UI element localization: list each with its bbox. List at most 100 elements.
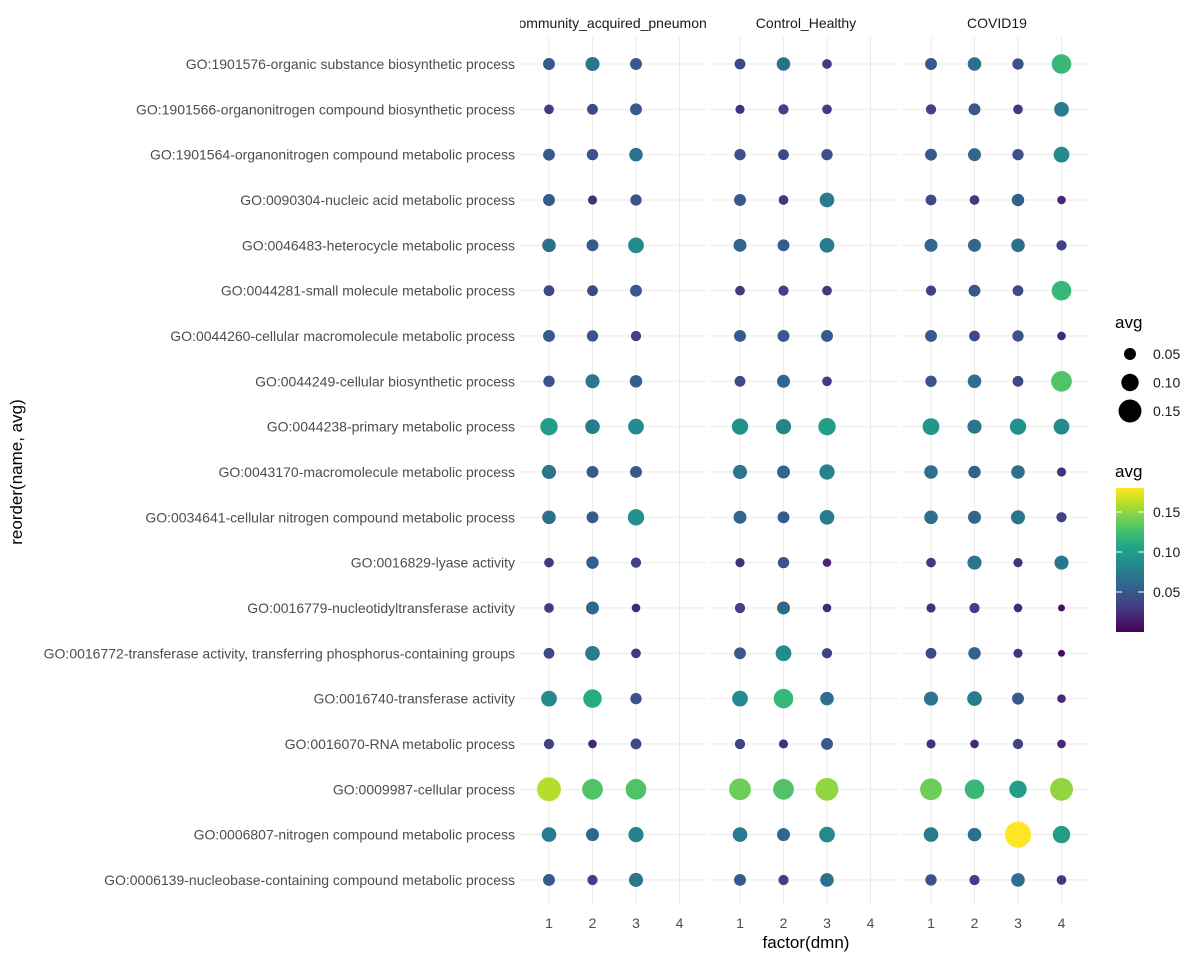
data-point xyxy=(733,510,747,524)
data-point xyxy=(582,778,603,800)
panel-gridlines xyxy=(520,37,1089,905)
x-tick-label: 1 xyxy=(545,915,553,931)
data-point xyxy=(819,192,835,208)
data-point xyxy=(1054,555,1069,570)
data-point xyxy=(734,194,746,206)
data-point xyxy=(967,827,982,842)
data-point xyxy=(968,148,981,162)
data-point xyxy=(1058,604,1065,612)
data-point xyxy=(587,285,598,297)
size-legend-label: 0.15 xyxy=(1153,403,1180,419)
data-point xyxy=(775,645,792,662)
data-point xyxy=(1053,146,1070,163)
data-point xyxy=(777,556,790,569)
data-point xyxy=(631,648,641,659)
data-point xyxy=(925,647,937,659)
data-point xyxy=(820,691,834,706)
data-point xyxy=(586,511,599,524)
data-points xyxy=(537,54,1073,887)
data-point xyxy=(1011,873,1025,887)
y-tick-label: GO:0016070-RNA metabolic process xyxy=(285,736,515,752)
data-point xyxy=(822,285,832,296)
data-point xyxy=(1013,603,1023,613)
data-point xyxy=(1054,102,1069,117)
data-point xyxy=(1012,330,1024,342)
data-point xyxy=(734,375,746,387)
x-tick-label: 1 xyxy=(736,915,744,931)
data-point xyxy=(1057,331,1066,341)
data-point xyxy=(585,56,600,72)
data-point xyxy=(585,419,600,434)
y-tick-label: GO:0046483-heterocycle metabolic process xyxy=(242,237,515,253)
size-legend-label: 0.05 xyxy=(1153,346,1180,362)
data-point xyxy=(778,195,789,205)
color-legend-label: 0.05 xyxy=(1153,584,1180,600)
data-point xyxy=(630,738,642,750)
data-point xyxy=(586,148,599,161)
data-point xyxy=(926,739,936,749)
data-point xyxy=(777,330,790,342)
data-point xyxy=(925,148,937,161)
data-point xyxy=(625,778,647,800)
data-point xyxy=(778,874,789,886)
data-point xyxy=(629,147,643,162)
x-tick-label: 4 xyxy=(676,915,684,931)
data-point xyxy=(541,690,557,707)
data-point xyxy=(542,510,556,525)
data-point xyxy=(733,238,747,252)
data-point xyxy=(819,237,835,253)
data-point xyxy=(543,873,555,886)
data-point xyxy=(735,285,745,296)
data-point xyxy=(819,826,835,843)
data-point xyxy=(969,195,980,205)
y-tick-label: GO:1901564-organonitrogen compound metab… xyxy=(150,147,515,163)
size-legend-title: avg xyxy=(1115,313,1142,332)
data-point xyxy=(968,465,981,479)
data-point xyxy=(1051,370,1072,392)
data-point xyxy=(543,375,555,387)
data-point xyxy=(925,375,937,387)
data-point xyxy=(777,601,790,615)
data-point xyxy=(734,647,746,660)
data-point xyxy=(821,738,833,750)
data-point xyxy=(969,874,980,886)
data-point xyxy=(587,195,598,205)
data-point xyxy=(1010,510,1026,525)
data-point xyxy=(822,59,832,69)
data-point xyxy=(734,58,746,70)
data-point xyxy=(732,690,748,707)
data-point xyxy=(923,827,939,842)
color-legend-title: avg xyxy=(1115,462,1142,481)
data-point xyxy=(819,464,835,480)
data-point xyxy=(1012,148,1024,161)
size-legend-key xyxy=(1124,348,1136,360)
data-point xyxy=(773,688,794,709)
facet-label-covid19: COVID19 xyxy=(967,15,1027,31)
data-point xyxy=(822,603,832,613)
data-point xyxy=(586,239,599,252)
color-legend: avg 0.05 0.10 0.15 xyxy=(1115,462,1180,632)
data-point xyxy=(586,466,599,478)
y-tick-label: GO:0006139-nucleobase-containing compoun… xyxy=(104,872,515,888)
data-point xyxy=(631,603,641,613)
data-point xyxy=(967,57,982,71)
x-tick-label: 4 xyxy=(867,915,875,931)
data-point xyxy=(543,647,555,659)
data-point xyxy=(926,557,936,568)
data-point xyxy=(923,691,939,706)
data-point xyxy=(585,645,600,661)
data-point xyxy=(1052,825,1071,844)
data-point xyxy=(1009,780,1027,798)
data-point xyxy=(920,778,942,801)
data-point xyxy=(926,603,936,613)
data-point xyxy=(822,104,832,115)
x-axis-title: factor(dmn) xyxy=(763,933,850,952)
y-tick-label: GO:0043170-macromolecule metabolic proce… xyxy=(219,464,515,480)
data-point xyxy=(821,330,833,342)
data-point xyxy=(630,330,642,342)
data-point xyxy=(1012,58,1024,70)
data-point xyxy=(1011,465,1025,479)
data-point xyxy=(588,739,597,749)
data-point xyxy=(1056,467,1067,477)
